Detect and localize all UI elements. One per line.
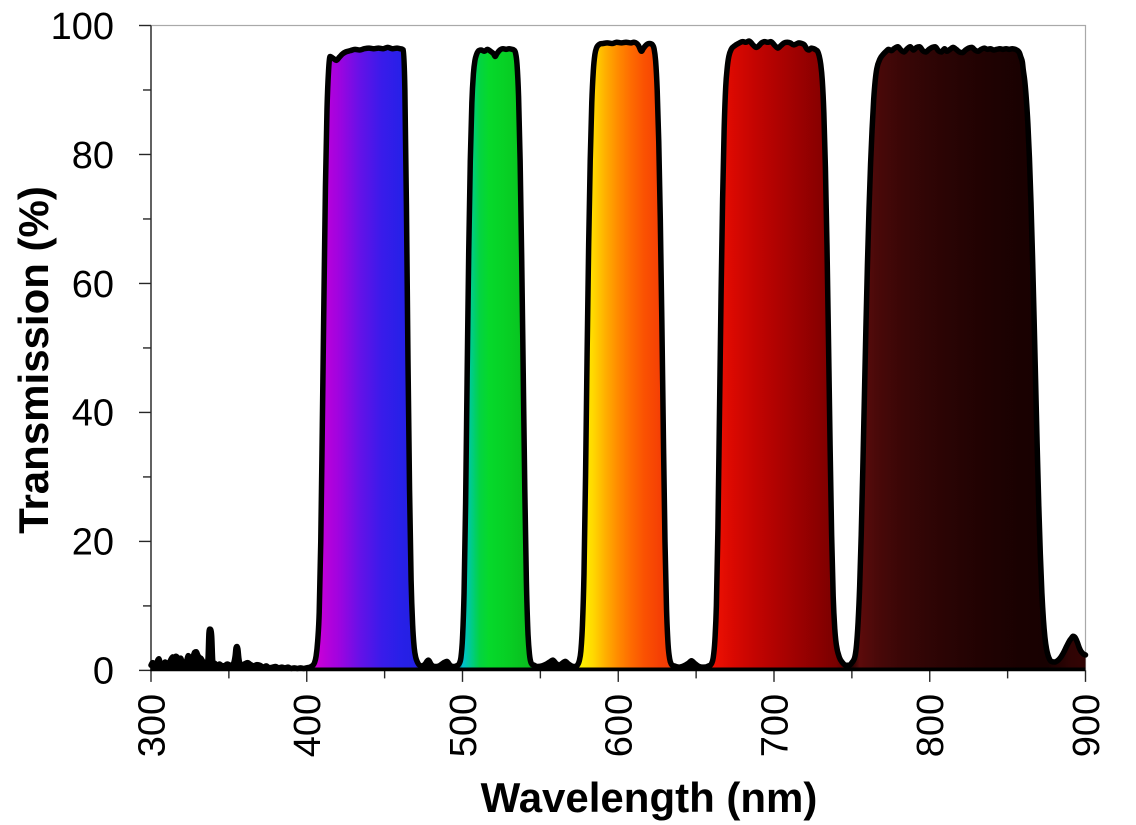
x-tick-label: 600 [599, 694, 641, 757]
x-tick-labels: 300 400 500 600 700 800 900 [131, 694, 1108, 757]
y-tick-label: 40 [72, 393, 114, 435]
x-tick-label: 700 [754, 694, 796, 757]
x-tick-label: 300 [131, 694, 173, 757]
spectrum-area-fill [151, 40, 1086, 671]
x-tick-label: 900 [1066, 694, 1108, 757]
spectrum-curve [148, 38, 1089, 672]
y-tick-label: 100 [51, 6, 114, 48]
y-tick-labels: 0 20 40 60 80 100 [51, 6, 114, 693]
axis-ticks [139, 24, 1087, 682]
x-tick-label: 800 [910, 694, 952, 757]
y-tick-label: 0 [93, 651, 114, 693]
x-axis-title: Wavelength (nm) [481, 774, 818, 821]
x-tick-label: 400 [287, 694, 329, 757]
x-tick-label: 500 [443, 694, 485, 757]
y-tick-label: 60 [72, 264, 114, 306]
y-tick-label: 80 [72, 135, 114, 177]
y-tick-label: 20 [72, 522, 114, 564]
y-axis-title: Transmission (%) [10, 186, 57, 534]
